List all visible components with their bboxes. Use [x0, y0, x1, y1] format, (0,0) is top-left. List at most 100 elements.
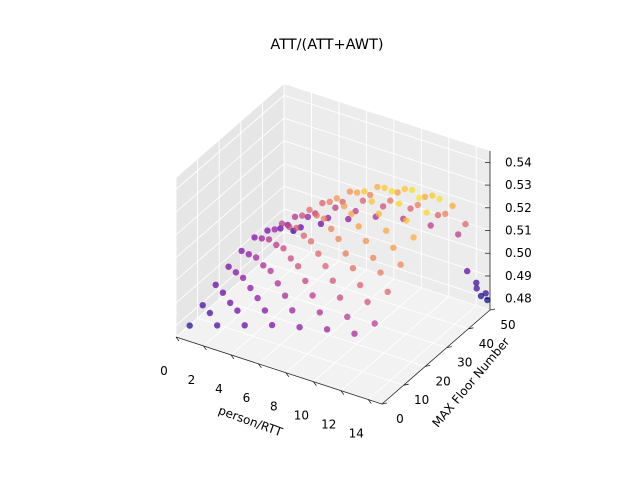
data-point [341, 202, 348, 210]
data-point [252, 254, 260, 261]
data-point [234, 307, 241, 314]
y-tick-label: 50 [500, 318, 515, 332]
data-point [260, 262, 267, 269]
grid-y-floor [197, 317, 404, 386]
z-tick-label: 0.54 [505, 155, 532, 169]
data-point [359, 197, 367, 204]
data-point [395, 200, 403, 207]
axis-panes [176, 84, 490, 404]
data-point [307, 238, 315, 245]
data-point [238, 247, 245, 255]
data-point [265, 236, 273, 243]
x-tick-label: 4 [215, 382, 223, 396]
grid-z-back [283, 163, 491, 231]
data-point [219, 289, 227, 296]
data-point [421, 193, 429, 201]
data-point [306, 206, 313, 213]
data-point [247, 284, 254, 292]
data-point [309, 292, 316, 299]
z-tick-label: 0.51 [505, 224, 532, 238]
z-tick-label: 0.48 [505, 292, 532, 306]
data-points [186, 183, 491, 337]
grid-z-left [175, 95, 285, 190]
data-point [442, 210, 449, 218]
grid-z-back [283, 231, 491, 300]
y-tick-label: 30 [457, 356, 472, 370]
z-tick-label: 0.49 [505, 269, 532, 283]
data-point [271, 226, 278, 233]
data-point [390, 244, 397, 251]
grid-z-left [175, 185, 285, 281]
tick-labels: 0 2 4 6 8 10 12 14 0 10 20 30 40 50 0.48 0.49 0.50 0.51 0.… [160, 155, 532, 440]
data-point [482, 290, 489, 297]
grid-y-floor [262, 261, 469, 330]
grid-y-floor [219, 298, 426, 367]
data-point [353, 189, 361, 196]
data-point [313, 212, 320, 219]
data-point [455, 231, 462, 238]
data-point [473, 279, 480, 286]
data-point [345, 215, 352, 223]
y-tick-label: 0 [396, 412, 404, 426]
data-point [388, 188, 396, 195]
z-tick-label: 0.52 [505, 201, 532, 215]
data-point [214, 322, 221, 329]
x-tick-label: 8 [270, 400, 278, 414]
grid-z-left [175, 208, 285, 304]
data-point [302, 277, 309, 285]
x-tick-mark [285, 372, 290, 377]
data-point [251, 234, 258, 241]
data-point [379, 203, 387, 210]
x-tick-label: 12 [321, 418, 336, 432]
grid-x-floor [258, 269, 367, 365]
data-point [299, 212, 306, 219]
data-point [291, 213, 299, 220]
data-point [370, 254, 377, 262]
data-point [294, 263, 302, 270]
grid-x-floor [175, 242, 285, 338]
data-point [342, 250, 349, 257]
x-axis-line [175, 336, 383, 405]
data-point [410, 234, 417, 241]
chart-title: ATT/(ATT+AWT) [270, 37, 383, 53]
data-point [258, 235, 265, 242]
grid-x-floor [367, 305, 477, 400]
data-point [434, 211, 442, 219]
data-point [344, 313, 351, 320]
data-point [368, 198, 375, 205]
data-point [362, 237, 370, 245]
data-point [315, 250, 322, 257]
floor-pane [176, 243, 490, 404]
data-point [289, 307, 296, 314]
data-point [232, 269, 240, 276]
data-point [227, 299, 234, 306]
data-point [383, 227, 390, 234]
data-point [268, 321, 276, 329]
data-point [403, 217, 410, 224]
data-point [317, 220, 325, 227]
grid-z-back [283, 140, 491, 209]
y-tick-mark [381, 402, 388, 405]
grid-z-left [175, 231, 285, 326]
data-point [245, 251, 252, 258]
data-point [332, 204, 339, 211]
y-tick-mark [446, 346, 452, 348]
grid-x-floor [285, 278, 395, 374]
data-point [397, 261, 404, 268]
data-point [346, 188, 354, 195]
data-point [401, 185, 408, 193]
data-point [254, 294, 261, 302]
grid-z-back [283, 94, 491, 163]
data-point [319, 199, 326, 207]
data-point [273, 241, 280, 249]
data-point [320, 215, 328, 222]
data-point [277, 225, 284, 232]
data-point [484, 296, 491, 304]
grid-z-left [175, 140, 285, 236]
x-tick-mark [340, 390, 345, 395]
data-point [384, 288, 391, 295]
data-point [361, 188, 368, 195]
x-tick-mark [175, 336, 180, 342]
